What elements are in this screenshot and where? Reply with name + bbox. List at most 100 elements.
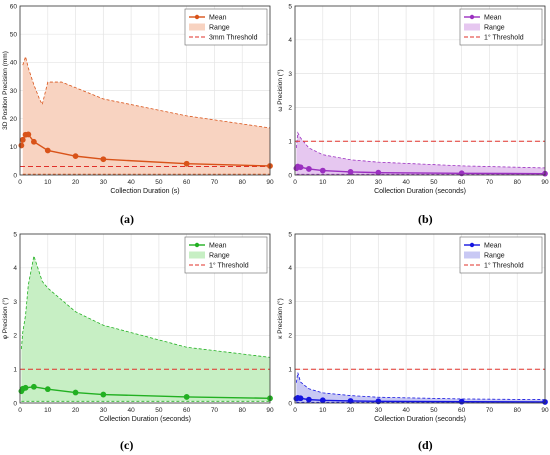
legend-label-threshold: 1° Threshold xyxy=(484,34,524,42)
y-tick-label: 3 xyxy=(288,71,292,78)
x-tick-label: 70 xyxy=(486,179,494,186)
y-tick-label: 4 xyxy=(288,265,292,272)
x-tick-label: 80 xyxy=(239,407,247,414)
mean-point xyxy=(319,397,326,404)
x-axis-label: Collection Duration (s) xyxy=(110,188,179,195)
mean-point xyxy=(30,383,37,390)
y-tick-label: 0 xyxy=(13,172,17,179)
legend-label-range: Range xyxy=(209,25,230,32)
x-tick-label: 10 xyxy=(319,407,327,414)
x-tick-label: 50 xyxy=(430,407,438,414)
range-band xyxy=(296,132,545,175)
mean-point xyxy=(297,395,304,402)
y-tick-label: 5 xyxy=(13,231,17,238)
mean-point xyxy=(44,386,51,393)
y-tick-label: 40 xyxy=(10,60,18,67)
x-tick-label: 60 xyxy=(458,179,466,186)
legend-label-range: Range xyxy=(484,25,505,32)
x-tick-label: 30 xyxy=(375,179,383,186)
mean-point xyxy=(297,164,304,171)
mean-point xyxy=(347,169,354,175)
mean-point xyxy=(72,153,79,160)
legend-range-swatch xyxy=(189,23,205,31)
range-upper-line xyxy=(22,55,271,129)
y-tick-label: 60 xyxy=(10,3,18,10)
y-tick-label: 5 xyxy=(288,3,292,10)
y-tick-label: 1 xyxy=(288,139,292,146)
x-tick-label: 0 xyxy=(18,407,22,414)
x-tick-label: 40 xyxy=(402,179,410,186)
mean-point xyxy=(305,166,312,172)
y-tick-label: 0 xyxy=(288,400,292,407)
mean-point xyxy=(458,170,465,177)
caption-b: (b) xyxy=(418,212,433,226)
x-tick-label: 50 xyxy=(430,179,438,186)
x-tick-label: 0 xyxy=(18,179,22,186)
mean-point xyxy=(44,147,51,154)
x-tick-label: 90 xyxy=(266,179,274,186)
range-band xyxy=(296,372,545,403)
x-tick-label: 40 xyxy=(127,407,135,414)
x-axis-label: Collection Duration (seconds) xyxy=(374,188,466,195)
x-tick-label: 20 xyxy=(72,179,80,186)
range-upper-line xyxy=(20,254,271,358)
x-tick-label: 30 xyxy=(100,407,108,414)
x-tick-label: 10 xyxy=(319,179,327,186)
y-tick-label: 2 xyxy=(288,105,292,112)
legend-mean-marker xyxy=(194,14,200,20)
range-band xyxy=(21,255,271,402)
range-upper-line xyxy=(295,131,546,169)
chart-panel-b: 0 10 20 30 40 50 60 70 80 90 0 1 2 3 4 5 Collection Dura… xyxy=(276,3,549,195)
x-tick-label: 90 xyxy=(541,179,549,186)
range-upper-line xyxy=(295,372,546,401)
y-axis-label: κ Precision (°) xyxy=(276,298,284,339)
legend-label-threshold: 1° Threshold xyxy=(484,262,524,270)
x-tick-label: 30 xyxy=(375,407,383,414)
x-tick-label: 70 xyxy=(486,407,494,414)
x-tick-label: 20 xyxy=(347,179,355,186)
mean-point xyxy=(25,131,32,138)
x-tick-label: 60 xyxy=(183,407,191,414)
x-tick-label: 70 xyxy=(211,179,219,186)
x-tick-label: 70 xyxy=(211,407,219,414)
x-tick-label: 30 xyxy=(100,179,108,186)
axes-box xyxy=(294,233,546,404)
mean-point xyxy=(375,169,382,176)
legend-label-mean: Mean xyxy=(484,243,502,250)
x-tick-label: 0 xyxy=(293,407,297,414)
mean-point xyxy=(183,160,190,167)
x-tick-label: 20 xyxy=(347,407,355,414)
y-axis-label: 3D Position Precision (mm) xyxy=(2,51,9,130)
x-tick-label: 80 xyxy=(239,179,247,186)
legend-label-range: Range xyxy=(209,253,230,260)
mean-point xyxy=(183,394,190,400)
x-tick-label: 80 xyxy=(514,179,522,186)
mean-point xyxy=(19,136,26,143)
mean-point xyxy=(305,396,312,403)
legend-mean-marker xyxy=(469,14,475,20)
mean-point xyxy=(72,389,79,396)
legend-range-swatch xyxy=(189,251,205,259)
y-tick-label: 0 xyxy=(13,400,17,407)
legend-label-range: Range xyxy=(484,253,505,260)
y-tick-label: 20 xyxy=(10,116,18,123)
x-axis-label: Collection Duration (seconds) xyxy=(99,416,191,423)
y-tick-label: 1 xyxy=(13,367,17,374)
mean-point xyxy=(30,138,37,145)
x-tick-label: 90 xyxy=(541,407,549,414)
y-axis-label: φ Precision (°) xyxy=(1,298,9,340)
legend-label-threshold: 3mm Threshold xyxy=(209,35,258,42)
x-axis-label: Collection Duration (seconds) xyxy=(374,416,466,423)
mean-point xyxy=(319,167,326,174)
x-tick-label: 40 xyxy=(402,407,410,414)
x-tick-label: 90 xyxy=(266,407,274,414)
chart-panel-d: 0 10 20 30 40 50 60 70 80 90 0 1 2 3 4 5 Collection Dura… xyxy=(276,231,549,423)
x-tick-label: 10 xyxy=(44,407,52,414)
y-tick-label: 30 xyxy=(10,88,18,95)
x-tick-label: 50 xyxy=(155,407,163,414)
chart-panel-c: 0 10 20 30 40 50 60 70 80 90 0 1 2 3 4 5 Collection Dura… xyxy=(1,231,274,423)
axes-box xyxy=(19,233,271,404)
x-tick-label: 60 xyxy=(183,179,191,186)
y-tick-label: 0 xyxy=(288,172,292,179)
legend-range-swatch xyxy=(464,23,480,31)
